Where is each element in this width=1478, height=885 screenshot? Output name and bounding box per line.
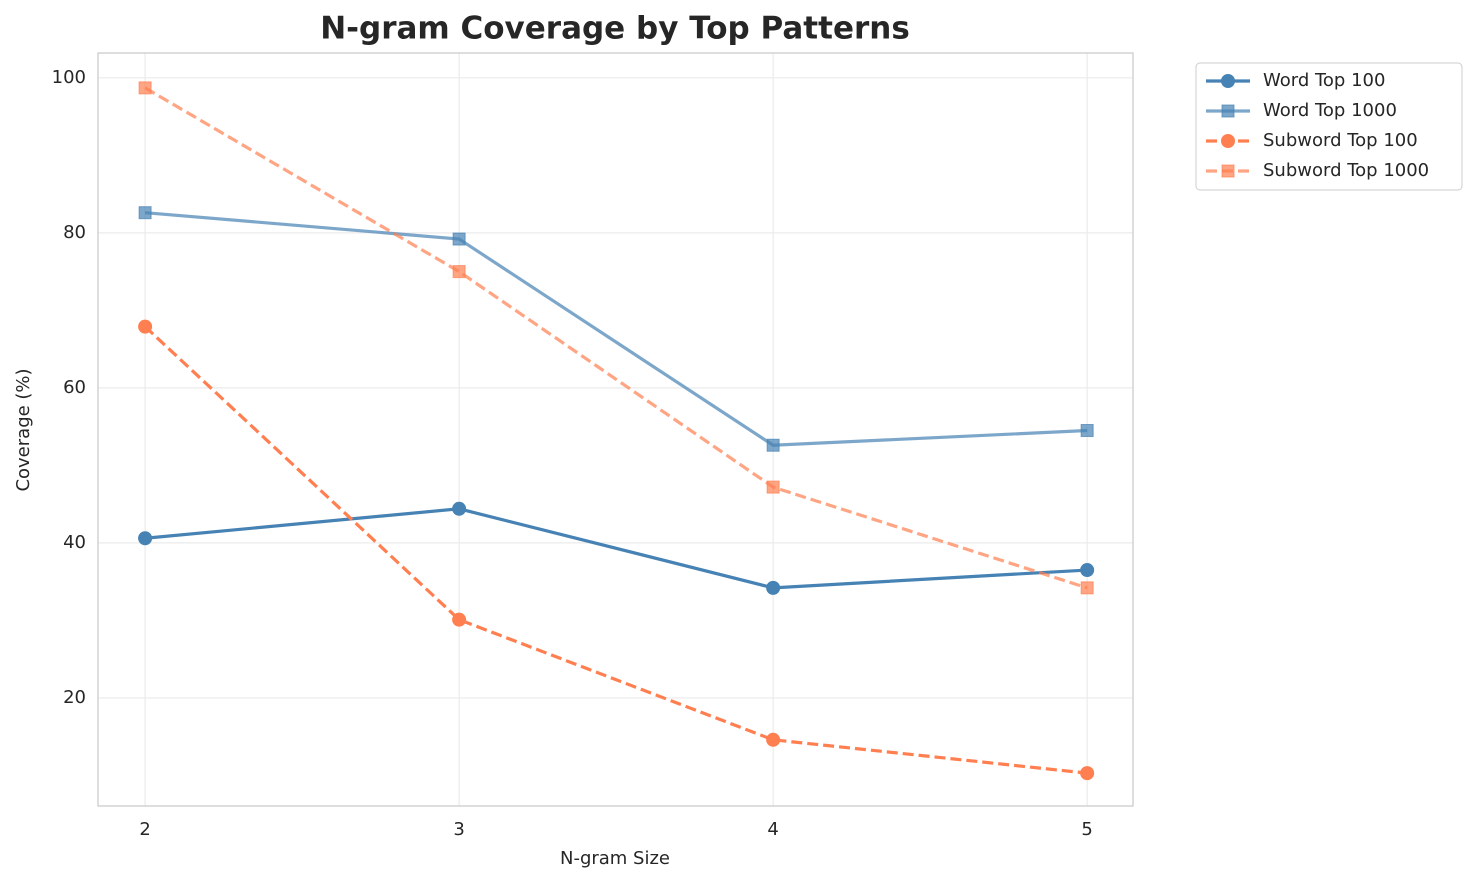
chart-title: N-gram Coverage by Top Patterns [320,11,910,47]
data-point [452,232,466,246]
data-point [1080,581,1094,595]
x-tick-label: 5 [1081,819,1092,840]
data-point [138,81,152,95]
y-tick-label: 20 [63,687,86,708]
data-point [138,531,153,546]
data-point [766,580,781,595]
legend-box [1195,62,1463,191]
legend-marker [1221,104,1235,118]
legend-marker [1221,164,1235,178]
legend-marker [1221,134,1235,148]
series-line [144,211,1088,447]
legend-marker [1221,74,1235,88]
data-point [1080,766,1095,781]
legend-label: Subword Top 1000 [1263,160,1429,181]
data-point [1080,563,1095,578]
series-line [144,86,1088,590]
data-point [452,265,466,279]
data-point [138,206,152,220]
x-tick-label: 4 [767,819,778,840]
y-tick-label: 80 [63,222,86,243]
y-tick-label: 40 [63,532,86,553]
data-point [766,480,780,494]
legend-label: Subword Top 100 [1263,130,1418,151]
data-point [1080,424,1094,438]
y-axis-label: Coverage (%) [13,368,34,491]
data-point [766,438,780,452]
x-tick-label: 2 [139,819,150,840]
legend-label: Word Top 100 [1263,70,1385,91]
data-point [766,732,781,747]
x-axis-label: N-gram Size [560,848,670,869]
y-tick-label: 60 [63,377,86,398]
data-point [138,319,153,334]
y-tick-label: 100 [52,67,86,88]
legend-label: Word Top 1000 [1263,100,1397,121]
data-point [452,501,467,516]
plot-frame [97,52,1134,807]
x-tick-label: 3 [453,819,464,840]
data-point [452,612,467,627]
series-line [144,325,1088,775]
series-line [144,507,1088,590]
